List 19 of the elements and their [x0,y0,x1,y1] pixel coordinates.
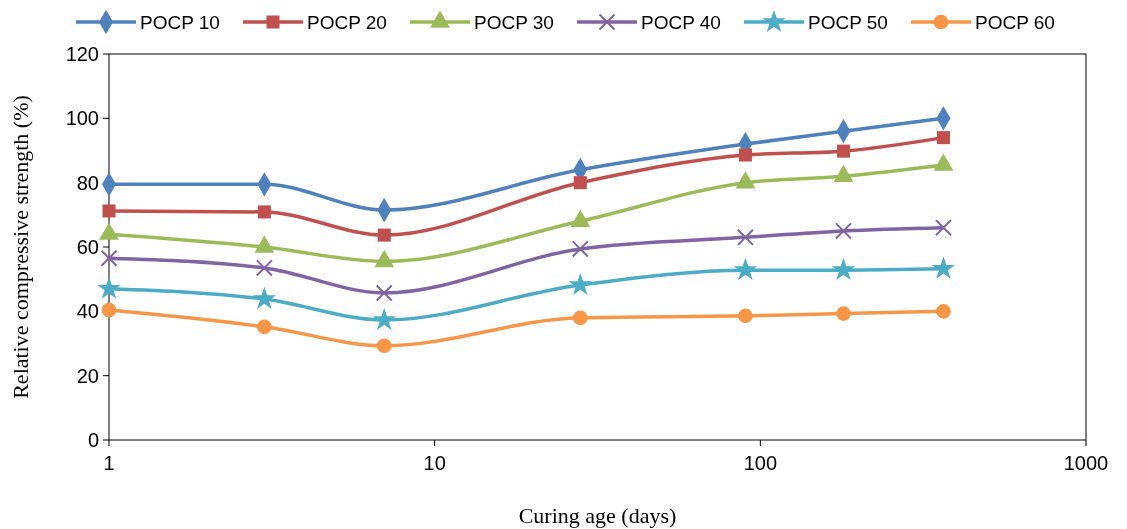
x-tick-label: 10 [423,452,446,474]
legend-label: POCP 40 [641,11,721,33]
y-tick-label: 0 [87,429,99,451]
y-tick-label: 40 [76,300,99,323]
legend-label: POCP 30 [474,11,554,33]
legend-label: POCP 50 [808,11,888,33]
x-tick-label: 1 [103,452,115,474]
y-tick-label: 80 [76,171,99,194]
x-tick-label: 100 [743,452,778,474]
y-tick-label: 120 [65,43,99,65]
y-tick-label: 100 [65,107,99,130]
legend-label: POCP 20 [307,11,387,33]
legend-label: POCP 60 [975,11,1055,33]
x-tick-label: 1000 [1063,452,1109,474]
y-tick-label: 60 [76,236,99,258]
x-axis-title: Curing age (days) [518,503,677,528]
legend-label: POCP 10 [140,11,220,33]
y-axis-title: Relative compressive strength (%) [8,95,33,399]
y-tick-label: 20 [76,364,99,387]
